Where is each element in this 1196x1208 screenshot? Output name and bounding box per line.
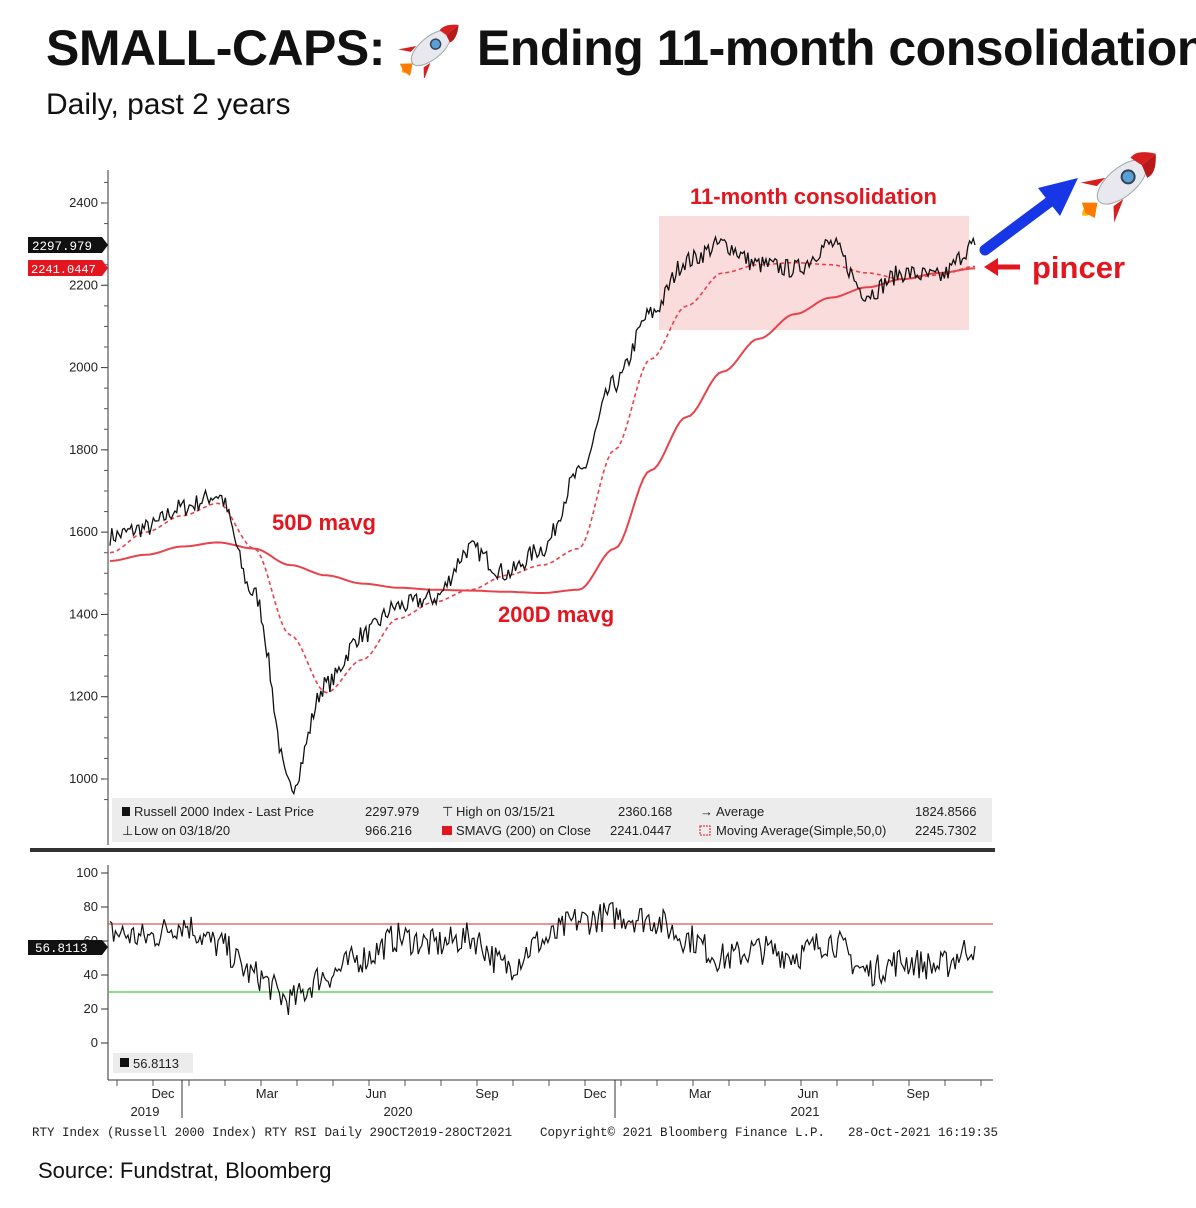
legend-sma50-swatch bbox=[699, 825, 711, 836]
chart-title: SMALL-CAPS: Ending 11-month consolidatio… bbox=[46, 18, 1196, 78]
price-y-ticks: 2400 2200 2000 1800 1600 1400 1200 1000 bbox=[69, 181, 108, 801]
price-tick-label: 1200 bbox=[69, 689, 98, 704]
rsi-tick-label: 80 bbox=[84, 899, 98, 914]
legend-average-value: 1824.8566 bbox=[915, 804, 976, 819]
price-tag: 2297.979 bbox=[28, 237, 108, 254]
month-label: Mar bbox=[256, 1086, 279, 1101]
footer-left: RTY Index (Russell 2000 Index) RTY RSI D… bbox=[32, 1126, 512, 1140]
consolidation-label: 11-month consolidation bbox=[690, 184, 937, 209]
x-ticks bbox=[116, 1080, 982, 1118]
rocket-icon bbox=[398, 24, 459, 78]
svg-text:2297.979: 2297.979 bbox=[32, 240, 92, 254]
rsi-legend-value: 56.8113 bbox=[133, 1056, 179, 1071]
legend-price-swatch bbox=[122, 807, 130, 816]
legend-sma50-label: Moving Average(Simple,50,0) bbox=[716, 823, 886, 838]
rsi-tick-label: 40 bbox=[84, 967, 98, 982]
footer-timestamp: 28-Oct-2021 16:19:35 bbox=[848, 1126, 998, 1140]
sma50-line bbox=[109, 261, 976, 694]
price-line bbox=[109, 234, 976, 796]
sma200-line bbox=[109, 267, 976, 594]
subtitle: Daily, past 2 years bbox=[46, 88, 291, 121]
price-tick-label: 1800 bbox=[69, 442, 98, 457]
footer-copyright: Copyright© 2021 Bloomberg Finance L.P. bbox=[540, 1126, 825, 1140]
legend-sma50-value: 2245.7302 bbox=[915, 823, 976, 838]
legend-low-value: 966.216 bbox=[365, 823, 412, 838]
svg-text:2241.0447: 2241.0447 bbox=[31, 263, 96, 277]
legend-average-icon: → bbox=[700, 804, 713, 819]
breakout-arrow-icon bbox=[979, 178, 1078, 256]
legend-low-icon: ⊥ bbox=[122, 823, 133, 838]
legend-high-icon: ⊤ bbox=[442, 804, 453, 819]
month-labels: Dec Mar Jun Sep Dec Mar Jun Sep bbox=[151, 1086, 929, 1101]
source-note: Source: Fundstrat, Bloomberg bbox=[38, 1158, 332, 1183]
rsi-tag: 56.8113 bbox=[28, 940, 108, 956]
month-label: Dec bbox=[583, 1086, 607, 1101]
rsi-tick-label: 100 bbox=[76, 865, 98, 880]
legend-low-label: Low on 03/18/20 bbox=[134, 823, 230, 838]
pincer-arrow-icon bbox=[984, 258, 1020, 276]
sma200-tag: 2241.0447 bbox=[28, 260, 108, 277]
month-label: Jun bbox=[366, 1086, 387, 1101]
price-tick-label: 2000 bbox=[69, 360, 98, 375]
svg-text:56.8113: 56.8113 bbox=[35, 942, 88, 956]
rsi-legend-swatch bbox=[120, 1058, 129, 1067]
price-tick-label: 2200 bbox=[69, 277, 98, 292]
legend-high-value: 2360.168 bbox=[618, 804, 672, 819]
price-tick-label: 2400 bbox=[69, 195, 98, 210]
rocket-icon bbox=[1080, 152, 1156, 223]
legend-sma200-value: 2241.0447 bbox=[610, 823, 671, 838]
rsi-y-ticks: 100806040200 bbox=[76, 865, 108, 1050]
legend-average-label: Average bbox=[716, 804, 764, 819]
title-left: SMALL-CAPS: bbox=[46, 20, 385, 76]
rsi-legend-box bbox=[113, 1053, 193, 1073]
month-label: Jun bbox=[798, 1086, 819, 1101]
month-label: Mar bbox=[689, 1086, 712, 1101]
price-tick-label: 1600 bbox=[69, 524, 98, 539]
legend: Russell 2000 Index - Last Price 2297.979… bbox=[122, 804, 976, 838]
legend-high-label: High on 03/15/21 bbox=[456, 804, 555, 819]
month-label: Sep bbox=[906, 1086, 929, 1101]
legend-box bbox=[112, 798, 992, 842]
legend-sma200-swatch bbox=[442, 826, 452, 835]
rsi-line bbox=[109, 902, 976, 1015]
year-label: 2020 bbox=[384, 1104, 413, 1119]
consolidation-box bbox=[659, 216, 969, 330]
price-tick-label: 1400 bbox=[69, 606, 98, 621]
month-label: Dec bbox=[151, 1086, 175, 1101]
legend-price-label: Russell 2000 Index - Last Price bbox=[134, 804, 314, 819]
year-label: 2019 bbox=[131, 1104, 160, 1119]
pincer-label: pincer bbox=[1032, 250, 1125, 285]
legend-price-value: 2297.979 bbox=[365, 804, 419, 819]
title-right: Ending 11-month consolidation bbox=[476, 20, 1196, 76]
rsi-tick-label: 20 bbox=[84, 1001, 98, 1016]
month-label: Sep bbox=[475, 1086, 498, 1101]
mavg200-label: 200D mavg bbox=[498, 602, 614, 627]
legend-sma200-label: SMAVG (200) on Close bbox=[456, 823, 591, 838]
year-label: 2021 bbox=[791, 1104, 820, 1119]
price-tick-label: 1000 bbox=[69, 771, 98, 786]
rsi-tick-label: 0 bbox=[91, 1035, 98, 1050]
mavg50-label: 50D mavg bbox=[272, 510, 376, 535]
year-labels: 2019 2020 2021 bbox=[131, 1104, 820, 1119]
